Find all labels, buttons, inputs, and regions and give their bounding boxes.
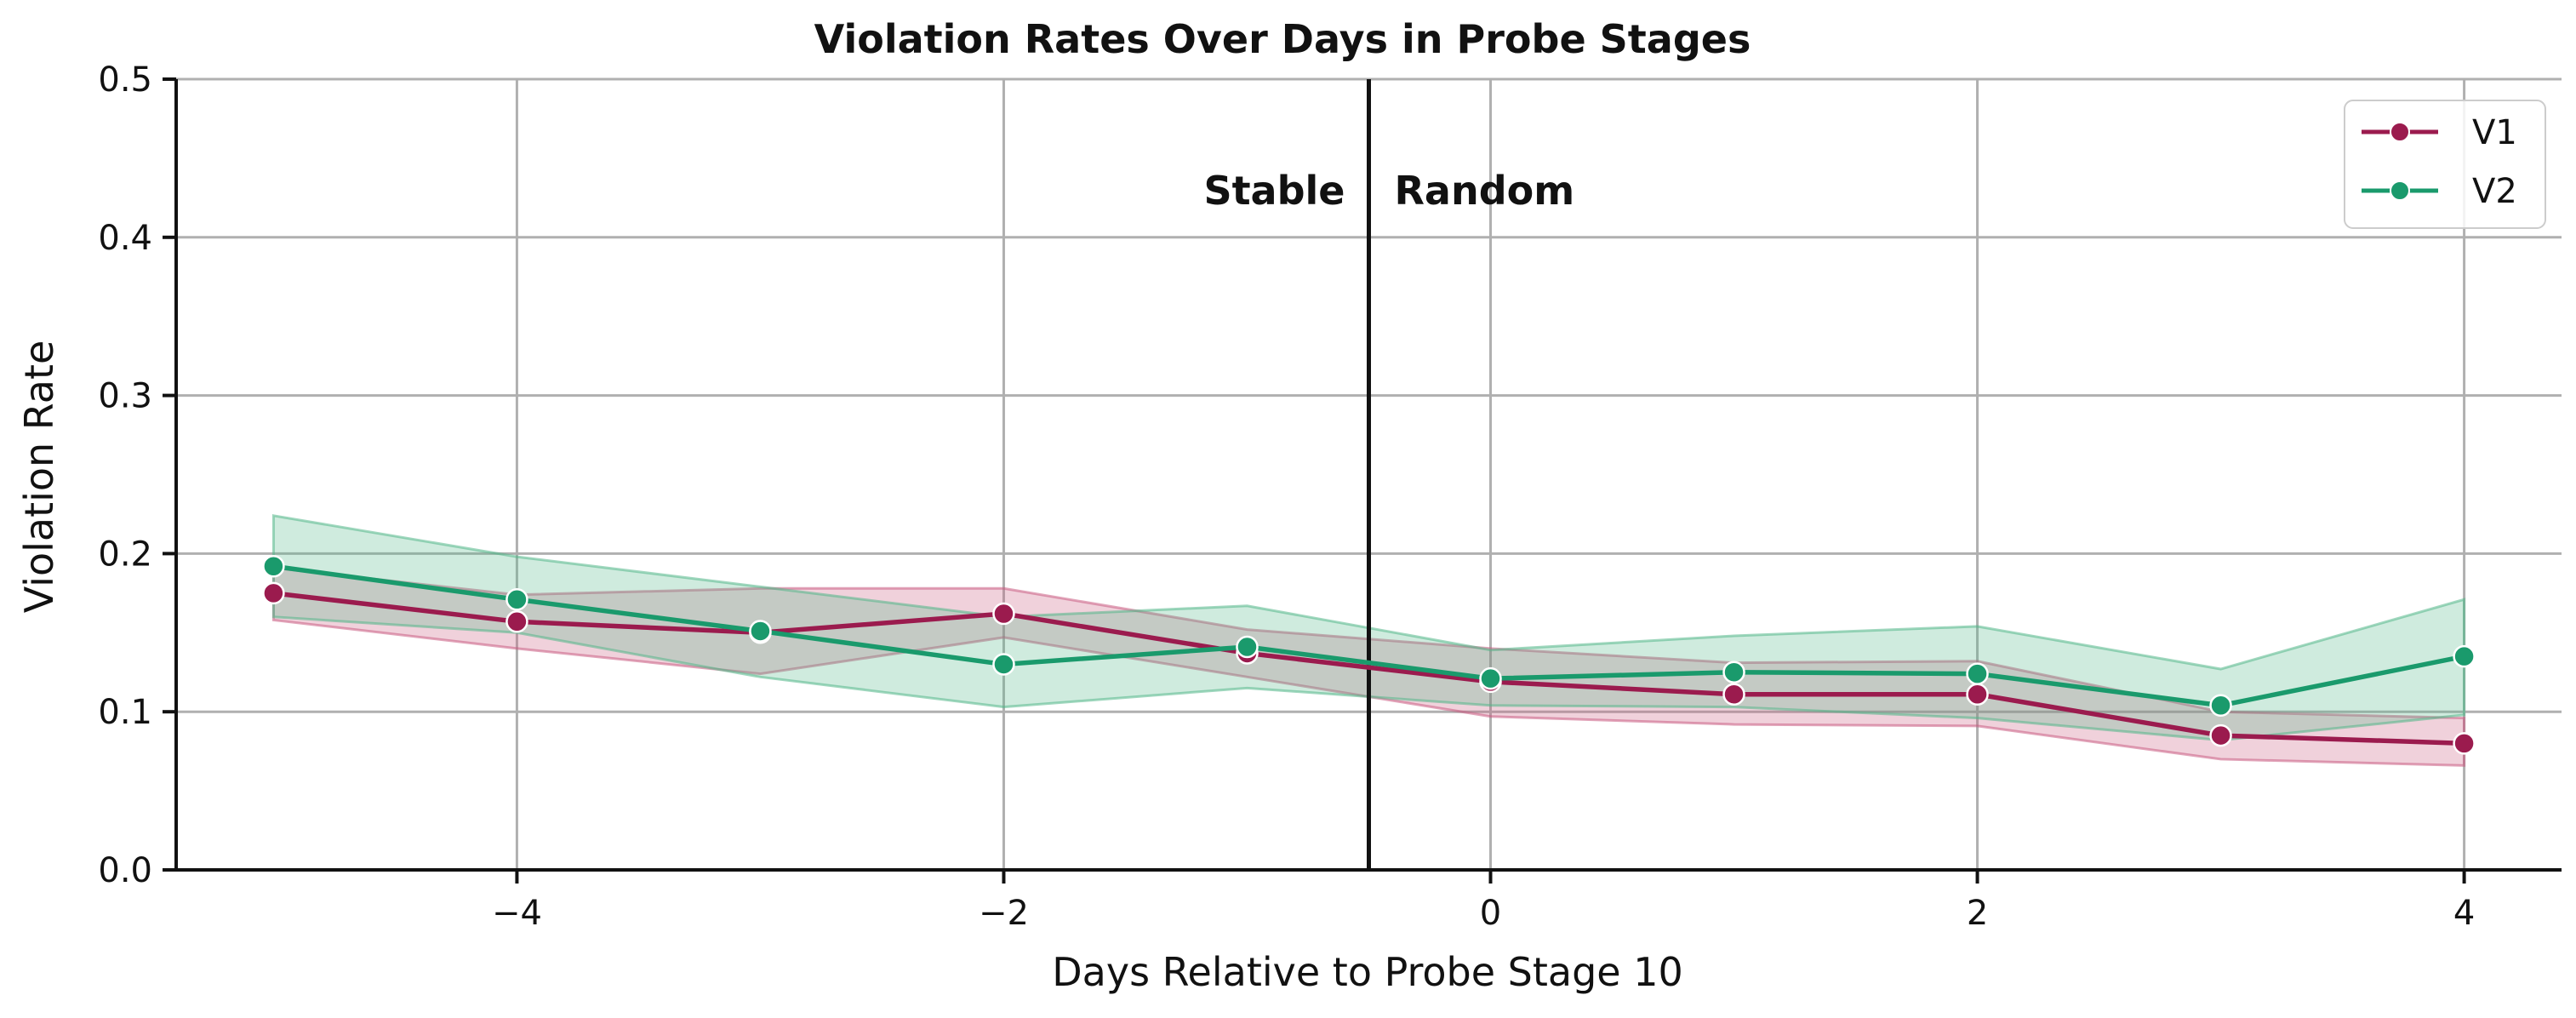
- series-lines: [273, 563, 2465, 746]
- data-point-v1: [1966, 683, 1989, 706]
- y-tick-label: 0.1: [98, 693, 152, 732]
- chart-title: Violation Rates Over Days in Probe Stage…: [814, 16, 1751, 62]
- legend-item-v2: V2: [2362, 172, 2517, 211]
- axes: 0.0 0.1 0.2 0.3 0.4 0.5 −4 −2 0 2 4: [98, 60, 2562, 933]
- x-tick-label: −4: [492, 894, 542, 933]
- data-point-v2: [749, 620, 772, 643]
- y-tick-label: 0.4: [98, 219, 152, 258]
- x-tick-label: −2: [979, 894, 1029, 933]
- data-point-v1: [505, 610, 528, 633]
- legend-label-v2: V2: [2472, 172, 2517, 211]
- data-point-v2: [1479, 666, 1502, 690]
- legend-label-v1: V1: [2472, 113, 2517, 152]
- data-point-v2: [1966, 662, 1989, 685]
- stable-stage-label: Stable: [1203, 168, 1345, 214]
- data-point-v2: [505, 588, 528, 611]
- legend-marker-v1: [2390, 122, 2410, 142]
- data-point-v2: [262, 555, 285, 578]
- data-point-v2: [2209, 694, 2232, 718]
- data-point-v2: [992, 653, 1015, 676]
- data-point-v2: [1236, 635, 1259, 659]
- series-line-v2: [273, 563, 2465, 708]
- legend-item-v1: V1: [2362, 113, 2517, 152]
- data-point-v1: [992, 602, 1015, 626]
- series-line-v1: [273, 591, 2465, 746]
- y-tick-label: 0.0: [98, 851, 152, 890]
- data-point-v1: [2453, 732, 2476, 755]
- data-point-v1: [2209, 723, 2232, 747]
- data-point-v2: [1722, 661, 1745, 683]
- x-axis-label: Days Relative to Probe Stage 10: [1052, 949, 1683, 995]
- data-point-v1: [1722, 683, 1745, 706]
- legend-marker-v2: [2390, 180, 2410, 201]
- data-point-v2: [2453, 644, 2476, 668]
- y-axis-label: Violation Rate: [16, 340, 62, 614]
- series-points: [262, 555, 2476, 755]
- random-stage-label: Random: [1395, 168, 1575, 214]
- x-tick-label: 4: [2453, 894, 2475, 933]
- x-tick-label: 0: [1480, 894, 1501, 933]
- x-tick-label: 2: [1967, 894, 1988, 933]
- y-tick-label: 0.3: [98, 377, 152, 416]
- data-point-v1: [262, 581, 285, 605]
- legend: V1 V2: [2344, 100, 2546, 229]
- y-tick-label: 0.2: [98, 535, 152, 574]
- y-tick-label: 0.5: [98, 60, 152, 100]
